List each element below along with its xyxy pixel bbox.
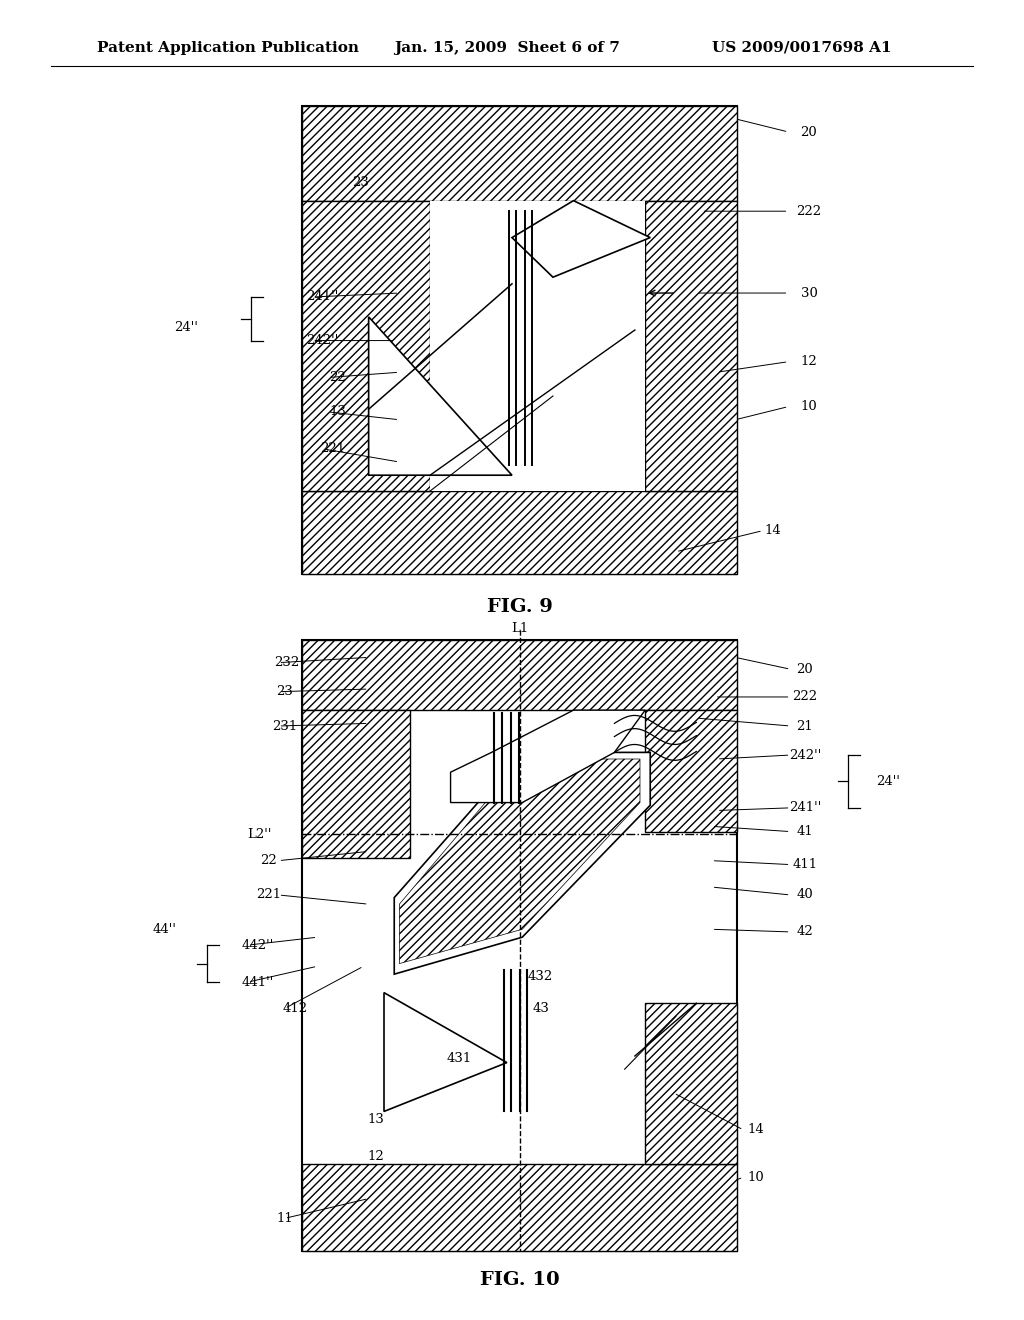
Bar bbox=[302, 201, 430, 491]
Polygon shape bbox=[384, 993, 507, 1111]
Polygon shape bbox=[399, 759, 640, 964]
Bar bbox=[302, 710, 410, 858]
Text: 442'': 442'' bbox=[242, 939, 274, 952]
Text: 22: 22 bbox=[260, 854, 276, 867]
Polygon shape bbox=[369, 317, 512, 475]
Polygon shape bbox=[451, 710, 645, 803]
Text: 20: 20 bbox=[801, 125, 817, 139]
Text: 24'': 24'' bbox=[174, 321, 198, 334]
Text: FIG. 10: FIG. 10 bbox=[480, 1271, 560, 1290]
Text: 10: 10 bbox=[801, 400, 817, 413]
Text: 13: 13 bbox=[330, 405, 346, 418]
Text: 10: 10 bbox=[748, 1171, 764, 1184]
Text: 30: 30 bbox=[801, 286, 817, 300]
Text: 412: 412 bbox=[283, 1002, 307, 1015]
Text: 20: 20 bbox=[797, 663, 813, 676]
Text: L2'': L2'' bbox=[247, 828, 271, 841]
Text: Jan. 15, 2009  Sheet 6 of 7: Jan. 15, 2009 Sheet 6 of 7 bbox=[394, 41, 621, 54]
Text: 13: 13 bbox=[368, 1113, 384, 1126]
Polygon shape bbox=[512, 201, 650, 277]
Text: 11: 11 bbox=[276, 1212, 293, 1225]
Text: 241'': 241'' bbox=[306, 290, 339, 304]
Text: 411: 411 bbox=[793, 858, 817, 871]
Text: 241'': 241'' bbox=[788, 801, 821, 814]
Bar bbox=[302, 640, 737, 1251]
Text: 21: 21 bbox=[797, 719, 813, 733]
Text: 432: 432 bbox=[528, 970, 553, 983]
Text: 24'': 24'' bbox=[877, 775, 900, 788]
Text: 41: 41 bbox=[797, 825, 813, 838]
Text: 14: 14 bbox=[765, 524, 781, 537]
Text: 221: 221 bbox=[321, 442, 345, 455]
Text: US 2009/0017698 A1: US 2009/0017698 A1 bbox=[712, 41, 891, 54]
Text: FIG. 9: FIG. 9 bbox=[487, 598, 553, 616]
Bar bbox=[302, 640, 737, 710]
Bar bbox=[302, 1164, 737, 1251]
Bar bbox=[430, 201, 645, 491]
Polygon shape bbox=[394, 752, 650, 974]
Text: 431: 431 bbox=[446, 1052, 471, 1065]
Text: 23: 23 bbox=[276, 685, 293, 698]
Text: 42: 42 bbox=[797, 925, 813, 939]
Text: 222: 222 bbox=[797, 205, 821, 218]
Text: 22: 22 bbox=[330, 371, 346, 384]
Text: 441'': 441'' bbox=[242, 975, 274, 989]
Bar bbox=[302, 106, 737, 201]
Bar bbox=[302, 491, 737, 574]
Text: 44'': 44'' bbox=[153, 923, 176, 936]
Text: 221: 221 bbox=[256, 888, 281, 902]
Text: 231: 231 bbox=[272, 719, 297, 733]
Text: 40: 40 bbox=[797, 888, 813, 902]
Bar bbox=[645, 710, 737, 832]
Bar bbox=[645, 1003, 737, 1164]
Bar bbox=[302, 106, 737, 574]
Text: 23: 23 bbox=[352, 176, 369, 189]
Text: 232: 232 bbox=[274, 656, 299, 669]
Text: 12: 12 bbox=[368, 1150, 384, 1163]
Text: 12: 12 bbox=[801, 355, 817, 368]
Text: 43: 43 bbox=[532, 1002, 549, 1015]
Text: Patent Application Publication: Patent Application Publication bbox=[97, 41, 359, 54]
Text: L1: L1 bbox=[512, 622, 528, 635]
Text: 222: 222 bbox=[793, 690, 817, 704]
Bar bbox=[645, 201, 737, 491]
Text: 242'': 242'' bbox=[306, 334, 339, 347]
Text: 14: 14 bbox=[748, 1123, 764, 1137]
Text: 242'': 242'' bbox=[788, 748, 821, 762]
